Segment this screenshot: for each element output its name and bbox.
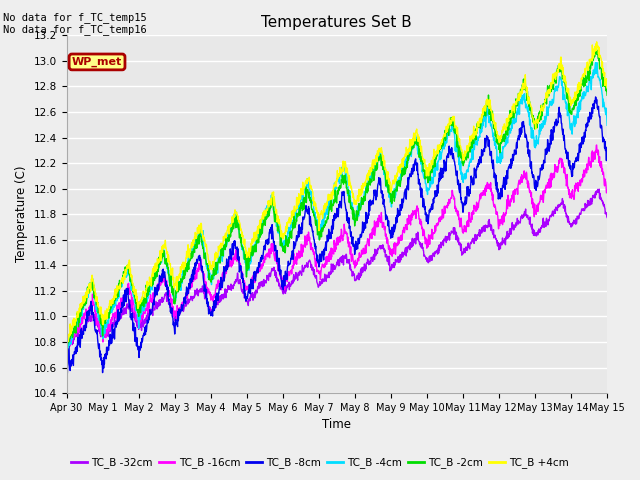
TC_B -4cm [604,122,611,128]
TC_B -4cm [105,314,113,320]
TC_B -2cm [292,216,300,222]
TC_B -8cm [127,314,134,320]
TC_B -8cm [313,254,321,260]
TC_B -32cm [604,215,611,220]
TC_B -16cm [314,268,321,274]
TC_B +4cm [127,274,134,279]
Line: TC_B -4cm: TC_B -4cm [67,62,607,353]
TC_B +4cm [303,180,311,185]
TC_B -32cm [105,330,113,336]
TC_B -16cm [105,323,113,329]
TC_B -8cm [303,206,311,212]
TC_B -16cm [63,343,70,348]
TC_B -2cm [314,227,321,233]
TC_B +4cm [604,85,611,91]
TC_B -4cm [292,206,300,212]
TC_B -2cm [105,315,113,321]
X-axis label: Time: Time [323,419,351,432]
TC_B -4cm [127,273,134,279]
TC_B -16cm [593,142,600,148]
TC_B +4cm [63,340,71,346]
TC_B -2cm [604,92,611,98]
Text: No data for f_TC_temp15
No data for f_TC_temp16: No data for f_TC_temp15 No data for f_TC… [3,12,147,36]
TC_B -8cm [604,156,611,162]
Legend: TC_B -32cm, TC_B -16cm, TC_B -8cm, TC_B -4cm, TC_B -2cm, TC_B +4cm: TC_B -32cm, TC_B -16cm, TC_B -8cm, TC_B … [67,453,573,472]
TC_B -32cm [63,340,70,346]
TC_B -32cm [303,263,311,268]
TC_B -16cm [303,232,311,238]
TC_B -32cm [595,186,603,192]
TC_B -16cm [604,187,611,193]
TC_B +4cm [371,160,378,166]
TC_B -2cm [63,345,70,351]
TC_B -4cm [592,60,600,65]
TC_B +4cm [314,208,321,214]
TC_B -4cm [303,176,311,181]
Y-axis label: Temperature (C): Temperature (C) [15,166,28,263]
TC_B -32cm [292,275,300,281]
Line: TC_B -32cm: TC_B -32cm [67,189,607,347]
TC_B -8cm [592,94,600,100]
TC_B -4cm [314,221,321,227]
Title: Temperatures Set B: Temperatures Set B [262,15,412,30]
TC_B -8cm [292,239,300,244]
Line: TC_B +4cm: TC_B +4cm [67,42,607,343]
TC_B -32cm [371,257,378,263]
TC_B -8cm [371,187,378,193]
TC_B -8cm [63,384,70,390]
TC_B -32cm [314,280,321,286]
TC_B -16cm [371,218,378,224]
TC_B +4cm [292,206,300,212]
TC_B -2cm [63,348,71,354]
TC_B +4cm [593,39,600,45]
TC_B -2cm [371,173,378,179]
TC_B -2cm [127,277,134,283]
TC_B -32cm [127,308,134,314]
TC_B -16cm [64,345,72,351]
TC_B -4cm [63,346,70,351]
TC_B -16cm [292,259,300,264]
TC_B -4cm [63,350,71,356]
TC_B +4cm [63,337,70,343]
TC_B -32cm [65,344,73,349]
TC_B -2cm [593,45,600,51]
TC_B -4cm [371,165,378,171]
Text: WP_met: WP_met [72,57,122,67]
Line: TC_B -16cm: TC_B -16cm [67,145,607,348]
Line: TC_B -8cm: TC_B -8cm [67,97,607,387]
TC_B -16cm [127,290,134,296]
TC_B +4cm [105,304,113,310]
Line: TC_B -2cm: TC_B -2cm [67,48,607,351]
TC_B -8cm [104,347,112,353]
TC_B -2cm [303,187,311,193]
